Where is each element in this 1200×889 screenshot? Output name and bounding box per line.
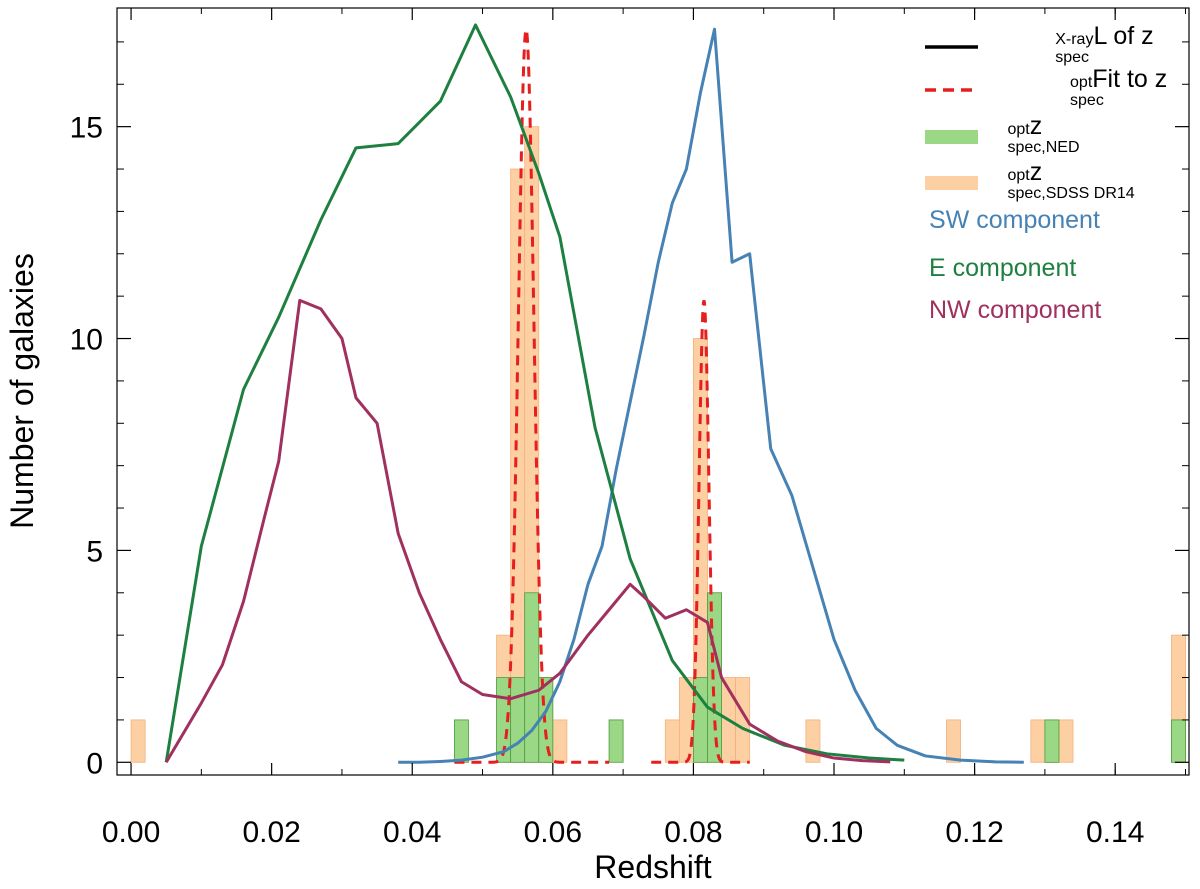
- component-lines: [164, 23, 1024, 764]
- sdss-bar-14: [1030, 719, 1046, 763]
- y-tick-label-0: 0: [86, 747, 103, 780]
- y-tick-label-1: 5: [86, 535, 103, 568]
- sdss-bar-11: [735, 677, 751, 763]
- x-tick-label-1: 0.02: [242, 816, 300, 849]
- y-axis-label: Number of galaxies: [4, 253, 40, 529]
- fit-curves: [454, 28, 750, 764]
- plot-frame: [116, 7, 1190, 776]
- ned-bar-0: [454, 719, 469, 763]
- ned-bar-9: [1171, 719, 1186, 763]
- x-tick-label-4: 0.08: [664, 816, 722, 849]
- legend-component-sw: SW component: [929, 206, 1100, 234]
- fit-curve-1: [651, 299, 750, 764]
- y-tick-label-3: 15: [70, 112, 103, 145]
- series-line-sw: [398, 27, 1024, 764]
- sdss-bar-0: [130, 719, 146, 763]
- fit-curve-0: [454, 28, 610, 764]
- legend-swatch-sdss: [925, 176, 978, 190]
- x-tick-label-2: 0.04: [383, 816, 441, 849]
- y-tick-label-2: 10: [70, 324, 103, 357]
- x-tick-label-3: 0.06: [524, 816, 582, 849]
- series-line-e: [164, 23, 905, 763]
- sdss-bar-16: [1058, 719, 1074, 763]
- sdss-bar-2: [510, 168, 526, 763]
- ned-bar-8: [1044, 719, 1060, 763]
- x-tick-label-5: 0.10: [805, 816, 863, 849]
- sdss-bar-6: [664, 719, 680, 763]
- legend-label-3: optz spec,SDSS DR14: [1008, 158, 1135, 202]
- x-tick-label-0: 0.00: [102, 816, 160, 849]
- sdss-bar-5: [552, 719, 568, 763]
- x-tick-label-6: 0.12: [945, 816, 1003, 849]
- legend-component-e: E component: [929, 254, 1076, 282]
- x-tick-label-7: 0.14: [1086, 816, 1144, 849]
- plot-background: [117, 8, 1189, 775]
- sdss-bar-7: [678, 677, 694, 763]
- axes: 0.00 0.02 0.04 0.06 0.08 0.10 0.12 0.14 0 5 10 15: [70, 8, 1189, 849]
- ned-bar-5: [608, 719, 624, 763]
- x-axis-label: Redshift: [594, 849, 712, 885]
- legend-label-2: optz spec,NED: [1008, 112, 1080, 156]
- legend-label-0: X-rayL of z spec: [1055, 22, 1153, 66]
- ned-bar-2: [510, 677, 526, 763]
- sdss-bar-13: [946, 719, 961, 763]
- legend-swatch-ned: [925, 130, 978, 144]
- series-line-nw: [164, 298, 891, 764]
- legend-component-nw: NW component: [929, 296, 1101, 324]
- legend-label-1: optFit to z spec: [1070, 65, 1167, 109]
